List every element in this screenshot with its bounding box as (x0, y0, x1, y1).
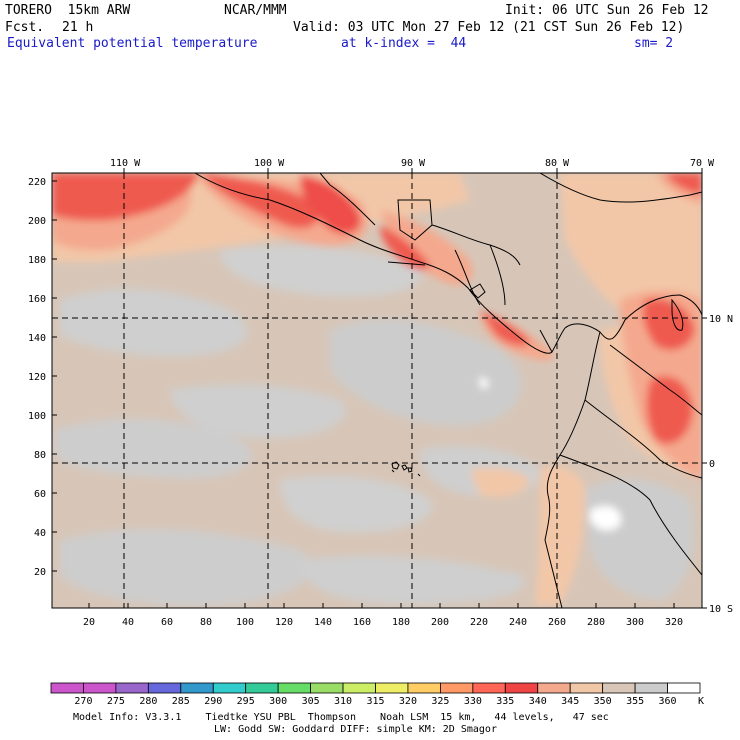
colorbar-label: 290 (204, 696, 222, 707)
theta-e-field (52, 173, 702, 608)
colorbar (50, 682, 701, 694)
colorbar-label: 285 (172, 696, 190, 707)
y-tick: 200 (28, 216, 46, 227)
y-tick: 60 (34, 489, 46, 500)
x-tick: 260 (548, 617, 566, 628)
smoothing: sm= 2 (634, 36, 674, 51)
colorbar-swatch (472, 682, 506, 694)
y-tick: 80 (34, 450, 46, 461)
x-tick: 100 (236, 617, 254, 628)
level-index: at k-index = 44 (341, 36, 467, 51)
plot-frame (51, 172, 703, 609)
colorbar-swatch (310, 682, 344, 694)
y-tick: 160 (28, 294, 46, 305)
field-name: Equivalent potential temperature (7, 36, 258, 51)
colorbar-label: 330 (464, 696, 482, 707)
colorbar-label: 325 (431, 696, 449, 707)
colorbar-label: 320 (399, 696, 417, 707)
colorbar-swatch (569, 682, 604, 694)
physics-info: LW: Godd SW: Goddard DIFF: simple KM: 2D… (214, 724, 497, 735)
colorbar-swatch (277, 682, 311, 694)
colorbar-unit: K (698, 696, 704, 707)
colorbar-swatch (83, 682, 117, 694)
y-tick: 40 (34, 528, 46, 539)
x-tick: 20 (83, 617, 95, 628)
y-tick: 180 (28, 255, 46, 266)
y-tick: 20 (34, 567, 46, 578)
x-tick: 160 (353, 617, 371, 628)
x-tick: 120 (275, 617, 293, 628)
forecast-label: Fcst. (5, 20, 45, 35)
colorbar-swatch (634, 682, 668, 694)
lon-label-90w: 90 W (401, 158, 426, 169)
colorbar-label: 310 (334, 696, 352, 707)
colorbar-label: 350 (594, 696, 612, 707)
colorbar-swatch (407, 682, 441, 694)
organization: NCAR/MMM (224, 3, 287, 18)
lat-label-0: 0 (709, 459, 715, 470)
colorbar-swatch (667, 682, 701, 694)
init-time: Init: 06 UTC Sun 26 Feb 12 (505, 3, 709, 18)
colorbar-swatch (375, 682, 409, 694)
axis-ticks (52, 168, 707, 609)
lon-label-100w: 100 W (254, 158, 285, 169)
lon-label-80w: 80 W (545, 158, 570, 169)
colorbar-swatch (537, 682, 571, 694)
colorbar-label: 360 (659, 696, 677, 707)
x-tick: 240 (509, 617, 527, 628)
x-tick: 220 (470, 617, 488, 628)
lon-label-110w: 110 W (110, 158, 141, 169)
latlon-grid (52, 173, 702, 608)
model-info: Model Info: V3.3.1 Tiedtke YSU PBL Thomp… (73, 712, 609, 723)
colorbar-label: 295 (237, 696, 255, 707)
valid-time: Valid: 03 UTC Mon 27 Feb 12 (21 CST Sun … (293, 20, 685, 35)
y-tick: 220 (28, 177, 46, 188)
colorbar-label: 345 (561, 696, 579, 707)
colorbar-swatch (602, 682, 636, 694)
colorbar-label: 300 (269, 696, 287, 707)
x-tick: 60 (161, 617, 173, 628)
y-tick: 120 (28, 372, 46, 383)
lon-label-70w: 70 W (690, 158, 715, 169)
x-tick: 80 (200, 617, 212, 628)
lat-label-10n: 10 N (709, 314, 733, 325)
colorbar-label: 270 (74, 696, 92, 707)
x-tick: 40 (122, 617, 134, 628)
lat-label-10s: 10 S (709, 604, 733, 615)
x-tick: 300 (626, 617, 644, 628)
colorbar-swatch (439, 682, 474, 694)
y-tick: 140 (28, 333, 46, 344)
colorbar-label: 275 (107, 696, 125, 707)
colorbar-label: 280 (139, 696, 157, 707)
colorbar-swatch (245, 682, 279, 694)
forecast-hour: 21 h (62, 20, 94, 35)
x-tick: 200 (431, 617, 449, 628)
colorbar-swatch (147, 682, 182, 694)
colorbar-label: 355 (626, 696, 644, 707)
colorbar-labels: 270 275 280 285 290 295 300 305 310 315 320 325 330 3… (74, 696, 676, 707)
colorbar-swatch (504, 682, 539, 694)
x-tick: 140 (314, 617, 332, 628)
y-tick: 100 (28, 411, 46, 422)
colorbar-label: 315 (366, 696, 384, 707)
colorbar-swatch (180, 682, 214, 694)
colorbar-swatch (342, 682, 376, 694)
coastlines (194, 173, 702, 608)
model-name: TORERO 15km ARW (5, 3, 131, 18)
colorbar-label: 340 (529, 696, 547, 707)
colorbar-swatch (212, 682, 247, 694)
colorbar-label: 335 (496, 696, 514, 707)
x-tick: 320 (665, 617, 683, 628)
colorbar-swatch (115, 682, 149, 694)
x-tick: 280 (587, 617, 605, 628)
colorbar-label: 305 (302, 696, 320, 707)
x-tick: 180 (392, 617, 410, 628)
colorbar-swatch (50, 682, 84, 694)
